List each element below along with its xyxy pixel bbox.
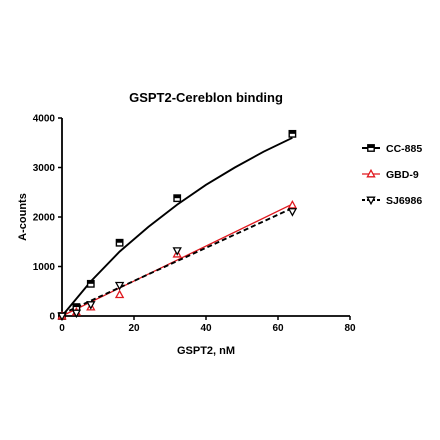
y-axis-label: A-counts	[17, 193, 29, 241]
x-tick-label: 60	[272, 323, 284, 334]
y-tick-label: 0	[49, 312, 55, 323]
y-tick-label: 2000	[33, 213, 56, 224]
data-point-sj6986	[114, 281, 125, 291]
x-axis-label: GSPT2, nM	[177, 345, 235, 357]
data-point-sj6986	[57, 312, 67, 322]
data-point-cc-885	[288, 129, 297, 138]
data-point-gbd-9	[287, 199, 298, 209]
x-tick-label: 20	[128, 323, 140, 334]
legend-marker-sj6986	[366, 196, 376, 206]
legend-label-cc-885: CC-885	[386, 143, 422, 155]
data-point-cc-885	[86, 279, 95, 288]
legend-label-gbd-9: GBD-9	[386, 169, 419, 181]
data-point-cc-885	[115, 238, 124, 247]
y-tick-label: 3000	[33, 163, 56, 174]
x-tick-label: 40	[200, 323, 212, 334]
data-points	[57, 129, 298, 322]
legend-label-sj6986: SJ6986	[386, 195, 422, 207]
data-point-sj6986	[172, 247, 182, 256]
data-point-sj6986	[287, 208, 298, 217]
x-tick-label: 80	[344, 323, 356, 334]
axes: 0 20 40 60 80 0 1000 2000 3000 4000	[33, 114, 356, 335]
y-tick-label: 4000	[33, 114, 56, 125]
data-point-cc-885	[173, 194, 182, 203]
x-tick-label: 0	[59, 323, 65, 334]
y-tick-label: 1000	[33, 262, 56, 273]
chart-title: GSPT2-Cereblon binding	[129, 90, 283, 105]
data-point-gbd-9	[114, 289, 125, 299]
data-point-sj6986	[71, 309, 82, 319]
fit-line-sj6986	[61, 207, 293, 315]
data-point-sj6986	[86, 301, 96, 310]
fit-line-cc-885	[61, 136, 293, 317]
fit-lines	[61, 136, 293, 317]
legend-marker-gbd-9	[366, 168, 376, 178]
legend: CC-885 GBD-9 SJ6986	[362, 143, 422, 207]
legend-marker-cc-885	[367, 144, 375, 152]
fit-line-gbd-9	[61, 203, 293, 317]
